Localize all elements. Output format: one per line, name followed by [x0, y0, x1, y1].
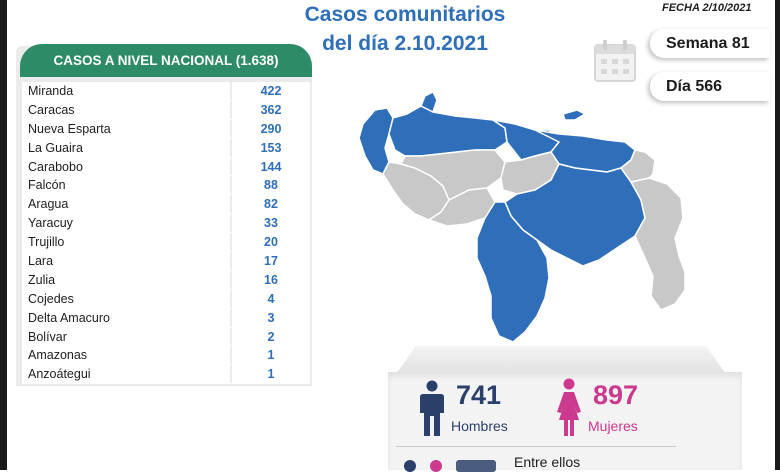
state-name: Trujillo [22, 233, 230, 252]
state-cases: 20 [232, 233, 310, 252]
state-name: Carabobo [22, 157, 230, 176]
state-name: Amazonas [22, 346, 230, 365]
stage-divider [396, 446, 676, 447]
state-name: Caracas [22, 100, 230, 119]
week-badge: Semana 81 [650, 29, 770, 58]
stage-top [396, 346, 726, 374]
state-name: Delta Amacuro [22, 308, 230, 327]
state-name: Lara [22, 252, 230, 270]
female-count: 897 [593, 380, 639, 410]
state-cases: 16 [232, 270, 310, 289]
table-row: Delta Amacuro 3 [22, 308, 310, 328]
calendar-icon [594, 40, 636, 82]
left-border [0, 0, 7, 470]
table-row: Caracas 362 [22, 100, 310, 120]
date-label: FECHA 2/10/2021 [662, 2, 752, 14]
state-name: Miranda [22, 82, 230, 100]
state-cases: 1 [232, 346, 310, 365]
state-name: Falcón [22, 176, 230, 195]
state-cases: 290 [232, 119, 310, 138]
male-label: Hombres [451, 418, 508, 434]
state-cases: 1 [232, 365, 310, 384]
female-label: Mujeres [588, 418, 638, 434]
state-cases: 422 [232, 82, 310, 100]
entre-ellos-label: Entre ellos [514, 454, 581, 470]
state-name: Zulia [22, 270, 230, 289]
map-region-south-west [428, 187, 496, 227]
man-icon [420, 380, 444, 436]
state-cases: 88 [232, 176, 310, 195]
map-region-esequibo [630, 177, 686, 311]
woman-icon [557, 378, 581, 436]
state-name: Yaracuy [22, 214, 230, 233]
male-count: 741 [456, 380, 502, 410]
state-cases: 3 [232, 308, 310, 327]
partial-count [456, 460, 496, 472]
state-cases: 153 [232, 138, 310, 157]
state-name: Aragua [22, 195, 230, 214]
state-cases: 17 [232, 252, 310, 270]
venezuela-map [358, 91, 686, 343]
map-region-delta [620, 149, 656, 183]
right-border [775, 0, 780, 470]
table-row: Cojedes 4 [22, 289, 310, 309]
state-cases: 362 [232, 100, 310, 119]
state-cases: 4 [232, 289, 310, 308]
table-row: Zulia 16 [22, 270, 310, 290]
state-cases: 144 [232, 157, 310, 176]
state-name: Bolívar [22, 327, 230, 346]
gender-panel [384, 372, 742, 470]
table-row: Lara 17 [22, 252, 310, 271]
state-cases: 33 [232, 214, 310, 233]
title-line-1: Casos comunitarios [304, 3, 506, 26]
table-row: Aragua 82 [22, 195, 310, 215]
male-head-partial [404, 460, 416, 472]
table-row: Carabobo 144 [22, 157, 310, 177]
table-row: Anzoátegui 1 [22, 365, 310, 385]
state-cases: 2 [232, 327, 310, 346]
cases-table: Miranda 422 Caracas 362 Nueva Esparta 290 La G… [22, 82, 310, 385]
map-region-amazonas [476, 201, 550, 343]
day-badge: Día 566 [650, 72, 770, 101]
table-row: Bolívar 2 [22, 327, 310, 347]
table-row: Amazonas 1 [22, 346, 310, 366]
state-name: Cojedes [22, 289, 230, 308]
title-line-2: del día 2.10.2021 [322, 32, 488, 55]
state-cases: 82 [232, 195, 310, 214]
table-row: La Guaira 153 [22, 138, 310, 158]
map-region-falcon-peninsula [420, 91, 438, 113]
map-region-northwest [388, 105, 508, 157]
state-name: La Guaira [22, 138, 230, 157]
table-row: Falcón 88 [22, 176, 310, 196]
table-row: Trujillo 20 [22, 233, 310, 253]
state-name: Anzoátegui [22, 365, 230, 384]
page-title: Casos comunitarios del día 2.10.2021 [260, 0, 550, 58]
table-row: Yaracuy 33 [22, 214, 310, 234]
state-name: Nueva Esparta [22, 119, 230, 138]
female-head-partial [430, 460, 442, 472]
national-panel-header: CASOS A NIVEL NACIONAL (1.638) [20, 44, 312, 77]
map-region-margarita [562, 109, 586, 121]
table-row: Nueva Esparta 290 [22, 119, 310, 139]
table-row: Miranda 422 [22, 82, 310, 101]
